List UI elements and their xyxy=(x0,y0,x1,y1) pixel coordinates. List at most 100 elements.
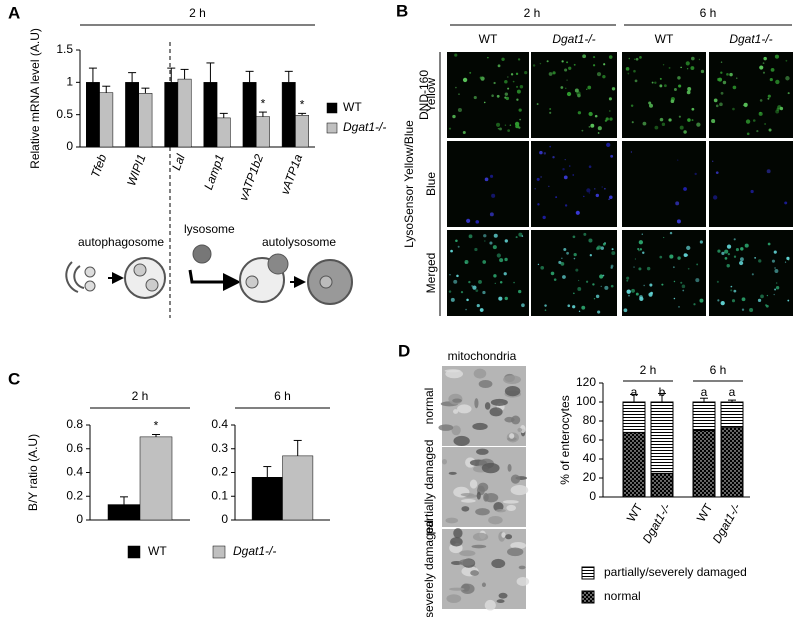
fluorescence-dot xyxy=(482,260,487,264)
em-structure xyxy=(510,485,529,496)
fluorescence-dot xyxy=(495,122,501,127)
fluorescence-dot xyxy=(639,295,643,299)
em-structure xyxy=(476,448,489,455)
em-structure xyxy=(471,544,487,549)
fluorescence-dot xyxy=(566,79,568,81)
fluorescence-dot xyxy=(516,98,519,101)
em-structure xyxy=(496,599,505,604)
legend-swatch xyxy=(326,122,338,134)
fluorescence-dot xyxy=(677,159,679,161)
fluorescence-dot xyxy=(740,257,744,262)
fluorescence-dot xyxy=(466,218,471,223)
fluorescence-dot xyxy=(561,60,564,63)
x-tick-label: vATP1b2 xyxy=(236,152,266,203)
fluorescence-dot xyxy=(726,244,732,249)
em-structure xyxy=(516,576,530,587)
fluorescence-dot xyxy=(630,151,633,153)
fluorescence-dot xyxy=(604,119,608,122)
bar xyxy=(251,477,283,521)
fluorescence-dot xyxy=(673,88,677,91)
panel-label: D xyxy=(398,341,410,360)
legend-label: WT xyxy=(343,100,362,114)
fluorescence-dot xyxy=(683,130,687,134)
fluorescence-dot xyxy=(454,53,458,57)
fluorescence-dot xyxy=(721,251,725,256)
fluorescence-dot xyxy=(691,107,695,111)
diagram xyxy=(65,244,353,305)
diagram-label: autolysosome xyxy=(262,235,336,249)
fluorescence-dot xyxy=(587,85,592,90)
significance: * xyxy=(300,98,305,112)
fluorescence-dot xyxy=(635,292,639,296)
fluorescence-dot xyxy=(741,297,746,302)
fluorescence-dot xyxy=(687,267,690,270)
x-tick-label: Lal xyxy=(169,152,188,172)
fluorescence-dot xyxy=(634,258,637,260)
fluorescence-dot xyxy=(626,276,630,280)
fluorescence-dot xyxy=(532,64,536,67)
chart-title: 6 h xyxy=(274,389,291,403)
fluorescence-dot xyxy=(785,59,788,62)
fluorescence-dot xyxy=(746,132,750,136)
bar xyxy=(242,82,257,148)
bar xyxy=(138,93,153,148)
bar xyxy=(282,455,314,521)
fluorescence-dot xyxy=(637,247,640,251)
y-tick-label: 0 xyxy=(66,139,73,153)
fluorescence-dot xyxy=(537,263,540,266)
fluorescence-dot xyxy=(678,115,681,118)
em-structure xyxy=(488,515,503,525)
y-tick-label: 60 xyxy=(583,432,597,446)
fluorescence-dot xyxy=(678,306,680,308)
fluorescence-dot xyxy=(581,129,584,132)
em-structure xyxy=(501,532,506,538)
fluorescence-dot xyxy=(720,71,723,74)
fluorescence-dot xyxy=(493,81,496,85)
fluorescence-dot xyxy=(549,111,552,114)
fluorescence-dot xyxy=(479,308,484,312)
fluorescence-dot xyxy=(749,307,754,313)
fluorescence-dot xyxy=(455,239,458,243)
fluorescence-dot xyxy=(611,251,616,256)
fluorescence-dot xyxy=(673,280,676,283)
em-structure xyxy=(469,479,478,489)
fluorescence-dot xyxy=(452,114,456,119)
chart-title: 2 h xyxy=(132,389,149,403)
fluorescence-dot xyxy=(574,88,579,93)
fluorescence-dot xyxy=(497,128,500,130)
fluorescence-dot xyxy=(510,73,514,76)
em-structure xyxy=(461,506,470,512)
fluorescence-dot xyxy=(711,118,716,124)
fluorescence-dot xyxy=(572,174,575,176)
fluorescence-dot xyxy=(602,74,606,79)
fluorescence-dot xyxy=(540,265,545,270)
fluorescence-dot xyxy=(487,56,489,59)
fluorescence-dot xyxy=(504,296,508,301)
fluorescence-dot xyxy=(610,284,614,288)
fluorescence-dot xyxy=(468,234,473,239)
fluorescence-dot xyxy=(519,85,524,89)
fluorescence-dot xyxy=(592,64,596,67)
x-tick-label: Lamp1 xyxy=(201,152,227,191)
fluorescence-dot xyxy=(740,247,744,251)
em-structure xyxy=(518,565,526,570)
fluorescence-dot xyxy=(563,175,568,180)
fluorescence-dot xyxy=(766,294,769,297)
bar xyxy=(139,436,173,521)
fluorescence-dot xyxy=(729,72,733,77)
fluorescence-dot xyxy=(659,255,663,259)
fluorescence-dot xyxy=(602,242,606,246)
fluorescence-dot xyxy=(717,77,721,82)
em-structure xyxy=(450,537,463,547)
em-structure xyxy=(448,471,457,475)
em-structure xyxy=(460,499,476,503)
fluorescence-dot xyxy=(473,95,477,100)
em-structure xyxy=(510,474,521,484)
fluorescence-dot xyxy=(673,297,676,300)
y-tick-label: 0.4 xyxy=(66,465,83,479)
fluorescence-dot xyxy=(484,240,486,242)
row-label: Blue xyxy=(424,172,438,196)
fluorescence-dot xyxy=(698,58,701,61)
fluorescence-dot xyxy=(597,132,600,134)
time-label: 2 h xyxy=(524,6,541,20)
